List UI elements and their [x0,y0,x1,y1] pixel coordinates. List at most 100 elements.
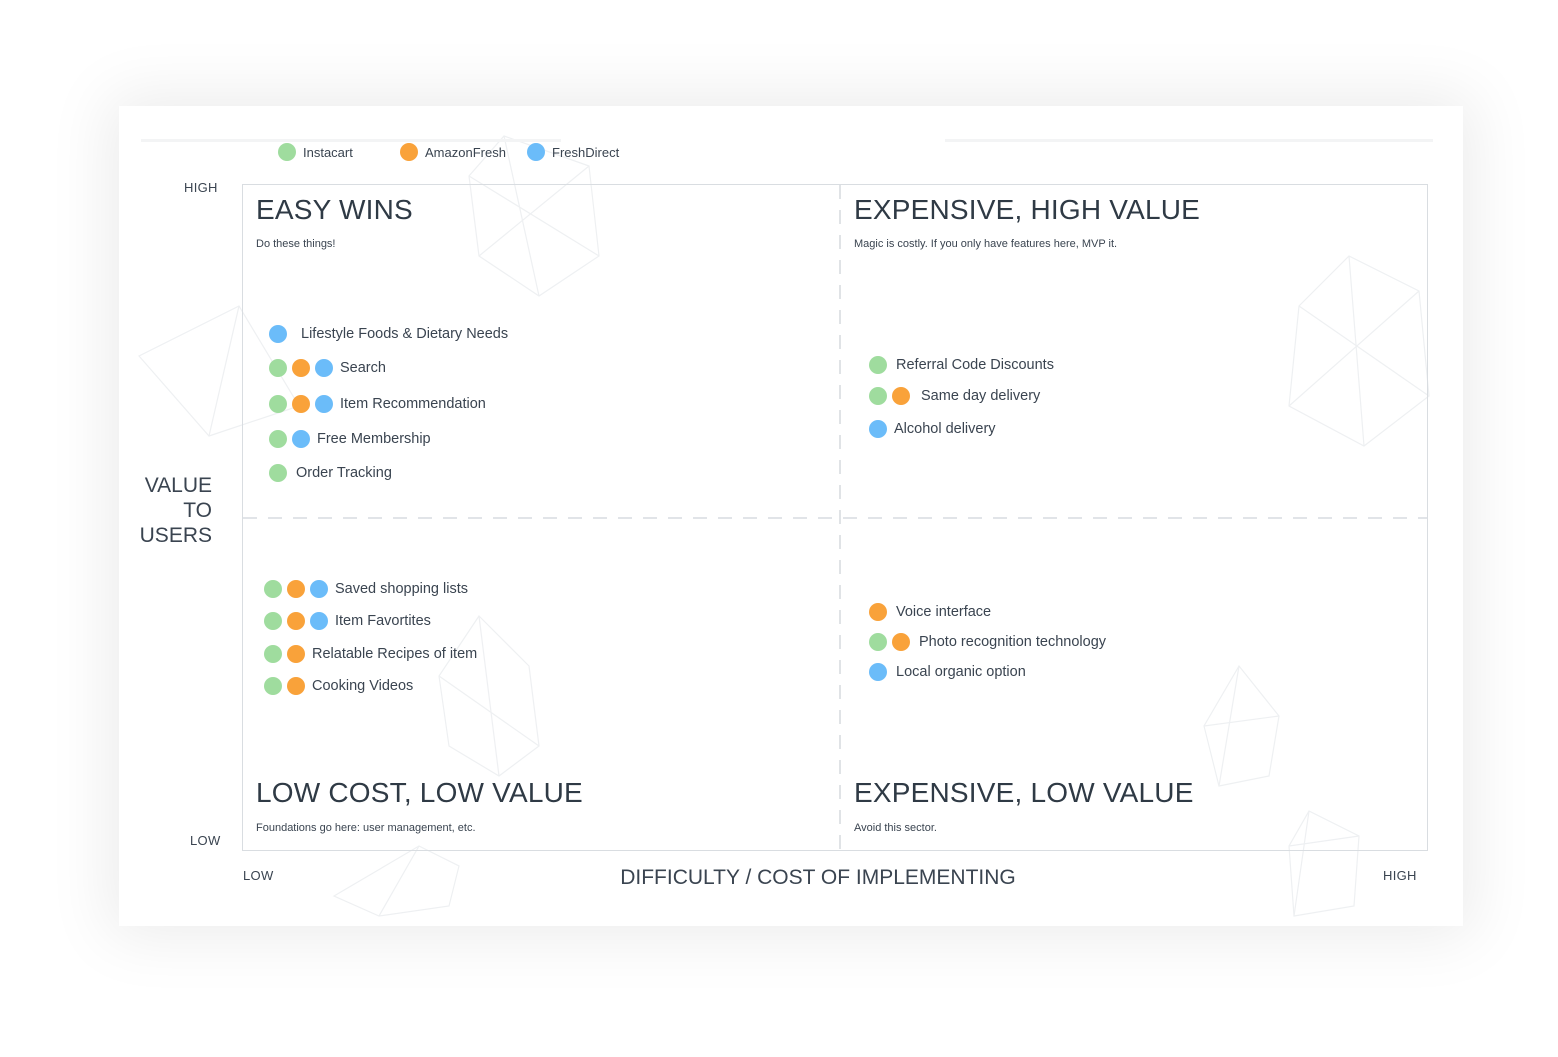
feature-item: Item Recommendation [269,394,486,414]
quadrant-title-low-cost-low-value: LOW COST, LOW VALUE [256,777,583,808]
provider-dots [269,430,315,448]
legend-item-freshdirect: FreshDirect [527,143,619,161]
feature-item: Item Favortites [264,611,431,631]
matrix-card: Instacart AmazonFresh FreshDirect HIGH L… [119,106,1463,926]
quadrant-title-expensive-high-value: EXPENSIVE, HIGH VALUE [854,194,1201,225]
provider-dots [869,356,892,374]
y-axis-title-line: USERS [139,524,212,547]
provider-dots [269,359,338,377]
legend-label: Instacart [303,144,353,160]
quadrant-subtitle-low-cost-low-value: Foundations go here: user management, et… [256,822,476,834]
quadrant-subtitle-easy-wins: Do these things! [256,238,336,250]
amazonfresh-dot [292,395,310,413]
instacart-dot [869,387,887,405]
feature-item: Saved shopping lists [264,579,468,599]
feature-label: Item Favortites [335,613,431,629]
freshdirect-dot [527,143,545,161]
instacart-dot [869,356,887,374]
legend-item-instacart: Instacart [278,143,353,161]
feature-label: Free Membership [317,431,431,447]
instacart-dot [269,359,287,377]
feature-item: Voice interface [869,602,991,622]
feature-label: Local organic option [896,664,1026,680]
freshdirect-dot [315,395,333,413]
feature-item: Referral Code Discounts [869,355,1054,375]
feature-label: Item Recommendation [340,396,486,412]
instacart-dot [869,633,887,651]
legend-label: FreshDirect [552,144,620,160]
instacart-dot [269,430,287,448]
amazonfresh-dot [287,645,305,663]
freshdirect-dot [315,359,333,377]
y-axis-title-line: TO [183,499,212,522]
instacart-dot [269,464,287,482]
amazonfresh-dot [892,633,910,651]
feature-label: Cooking Videos [312,678,414,694]
x-axis-low-label: LOW [243,868,274,883]
freshdirect-dot [269,325,287,343]
feature-label: Order Tracking [296,465,392,481]
feature-item: Same day delivery [869,386,1040,406]
feature-label: Same day delivery [921,388,1041,404]
feature-item: Order Tracking [269,463,392,483]
provider-dots [264,645,310,663]
instacart-dot [264,580,282,598]
y-axis-title: VALUE TO USERS [119,473,212,548]
amazonfresh-dot [400,143,418,161]
instacart-dot [278,143,296,161]
amazonfresh-dot [287,580,305,598]
feature-item: Search [269,358,386,378]
feature-item: Photo recognition technology [869,632,1106,652]
legend-item-amazonfresh: AmazonFresh [400,143,506,161]
feature-label: Search [340,360,386,376]
amazonfresh-dot [287,612,305,630]
feature-label: Voice interface [896,604,992,620]
provider-dots [869,387,915,405]
feature-label: Referral Code Discounts [896,357,1054,373]
amazonfresh-dot [869,603,887,621]
feature-label: Photo recognition technology [919,634,1107,650]
provider-dots [264,612,333,630]
feature-item: Free Membership [269,429,431,449]
freshdirect-dot [869,663,887,681]
provider-dots [264,580,333,598]
y-axis-title-line: VALUE [144,474,212,497]
quadrant-subtitle-expensive-low-value: Avoid this sector. [854,822,937,834]
x-axis-high-label: HIGH [1383,868,1417,883]
freshdirect-dot [869,420,887,438]
feature-item: Cooking Videos [264,676,413,696]
top-rule-left [141,139,561,142]
amazonfresh-dot [892,387,910,405]
feature-item: Relatable Recipes of item [264,644,477,664]
feature-item: Alcohol delivery [869,419,996,439]
quadrant-title-expensive-low-value: EXPENSIVE, LOW VALUE [854,777,1194,808]
y-axis-high-label: HIGH [184,180,218,195]
quadrant-matrix: EASY WINS Do these things! EXPENSIVE, HI… [242,184,1428,851]
top-rule-right [945,139,1433,142]
quadrant-subtitle-expensive-high-value: Magic is costly. If you only have featur… [854,238,1118,250]
freshdirect-dot [310,580,328,598]
feature-label: Saved shopping lists [335,581,468,597]
provider-dots [869,633,915,651]
feature-item: Lifestyle Foods & Dietary Needs [269,324,508,344]
provider-dots [269,464,292,482]
quadrant-dividers [243,185,1427,850]
freshdirect-dot [292,430,310,448]
instacart-dot [264,645,282,663]
provider-dots [264,677,310,695]
feature-item: Local organic option [869,662,1026,682]
legend-label: AmazonFresh [425,144,506,160]
quadrant-title-easy-wins: EASY WINS [256,194,413,225]
feature-label: Relatable Recipes of item [312,646,478,662]
amazonfresh-dot [292,359,310,377]
instacart-dot [264,612,282,630]
provider-dots [269,325,292,343]
provider-dots [869,663,892,681]
instacart-dot [264,677,282,695]
amazonfresh-dot [287,677,305,695]
provider-dots [269,395,338,413]
feature-label: Alcohol delivery [894,421,996,437]
instacart-dot [269,395,287,413]
x-axis-title: DIFFICULTY / COST OF IMPLEMENTING [620,866,1016,889]
provider-dots [869,420,892,438]
